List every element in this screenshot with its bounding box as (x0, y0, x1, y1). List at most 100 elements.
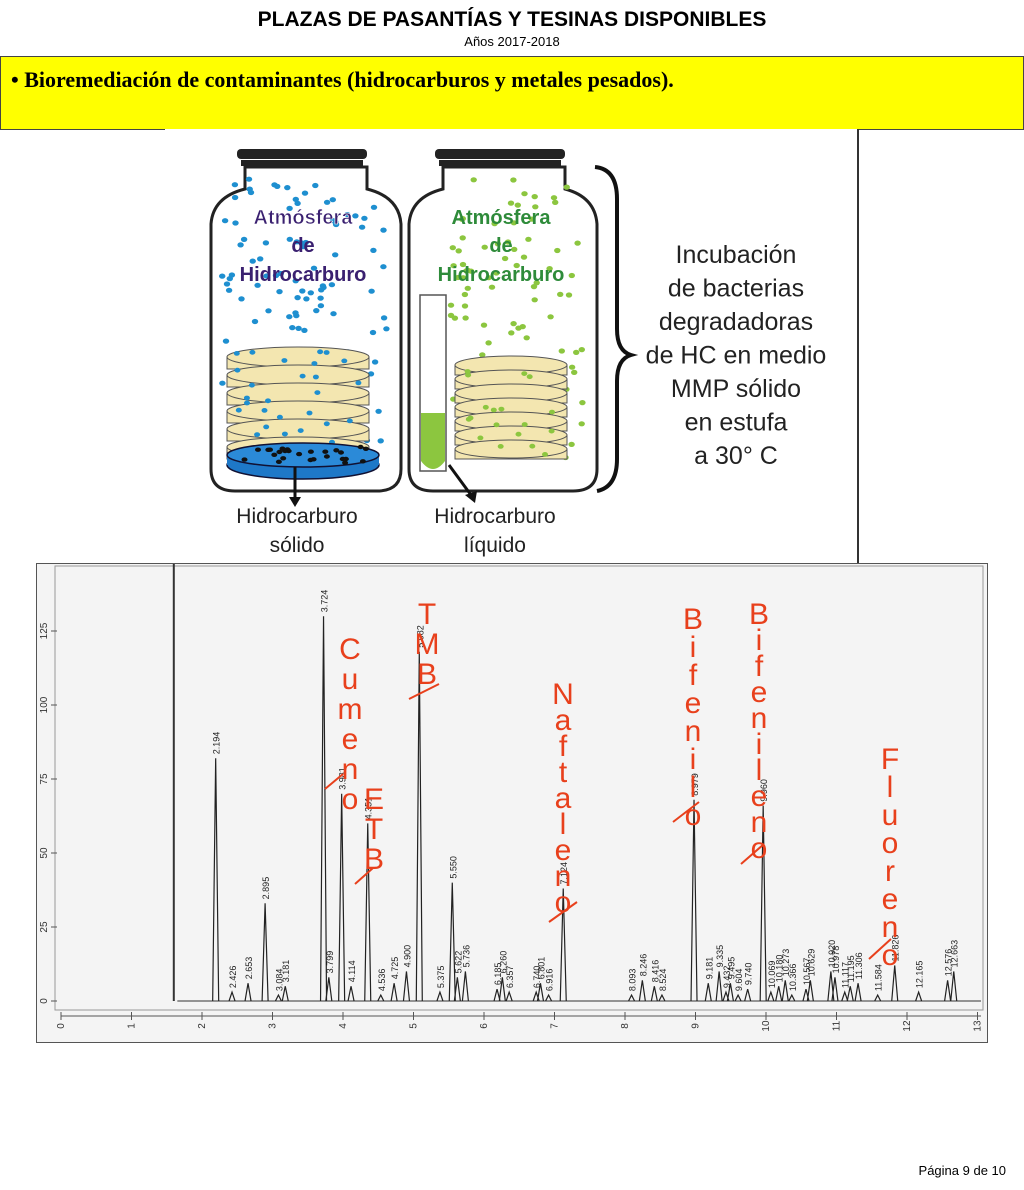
hydrocarbon-dot (533, 280, 540, 286)
hydrocarbon-dot (531, 194, 538, 200)
particle (362, 446, 369, 451)
hydrocarbon-dot (332, 252, 339, 258)
hydrocarbon-dot (297, 428, 304, 433)
annotation-letter: e (685, 687, 702, 720)
annotation-letter: u (882, 799, 899, 832)
hydrocarbon-dot (370, 204, 378, 210)
hydrocarbon-dot (523, 335, 530, 341)
peak (244, 983, 252, 1002)
peak-label: 3.084 (274, 969, 284, 992)
peak-label: 4.351 (364, 797, 374, 820)
particle (307, 457, 314, 463)
annotation-leader (868, 938, 892, 960)
hydrocarbon-dot (225, 287, 233, 293)
peak (759, 805, 767, 1002)
hydrocarbon-dot (565, 292, 573, 298)
hydrocarbon-dot (323, 350, 330, 355)
hydrocarbon-dot (465, 372, 472, 378)
x-tick-label: 2 (197, 1023, 208, 1029)
peak (545, 993, 553, 1002)
peak-label: 9.960 (759, 779, 769, 802)
caption-right-2: líquido (464, 534, 526, 557)
peak-label: 11.306 (854, 952, 864, 979)
chromatogram: 0 25 50 75 100 125 0 1 2 3 4 5 6 7 8 9 10 11 12 13 2.194 2.42… (36, 563, 988, 1043)
peak (767, 990, 775, 1002)
curly-brace (594, 165, 639, 493)
hydrocarbon-dot (460, 275, 467, 281)
hydrocarbon-dot (328, 282, 336, 288)
particle (271, 452, 278, 457)
hydrocarbon-dot (552, 199, 559, 205)
hydrocarbon-dot (547, 314, 554, 320)
hydrocarbon-dot (289, 325, 296, 331)
description-line: de HC en medio (646, 342, 827, 370)
hydrocarbon-dot (510, 177, 517, 183)
hydrocarbon-dot (286, 236, 293, 242)
annotation-letter: l (756, 754, 763, 787)
hydrocarbon-dot (346, 418, 353, 424)
peak-label: 9.335 (715, 945, 725, 968)
bullet: • (11, 67, 19, 92)
hydrocarbon-dot (330, 311, 337, 317)
hydrocarbon-dot (479, 352, 486, 358)
particle (279, 446, 286, 451)
hydrocarbon-dot (303, 296, 310, 302)
hydrocarbon-dot (465, 416, 472, 422)
hydrocarbon-dot (276, 289, 283, 295)
hydrocarbon-dot (263, 273, 270, 279)
x-tick-label: 4 (338, 1023, 349, 1029)
annotation-leader (324, 773, 344, 790)
hydrocarbon-dot (380, 315, 388, 321)
incubation-illustration: Atmósfera de Hidrocarburo Atmósfera de H… (209, 149, 827, 557)
annotation-letter: T (365, 813, 383, 846)
peak (831, 977, 839, 1002)
hydrocarbon-dot (467, 268, 475, 274)
annotation-letter: E (364, 783, 384, 816)
hydrocarbon-dot (274, 183, 281, 189)
hydrocarbon-dot (294, 200, 301, 206)
hydrocarbon-dot (240, 236, 248, 242)
hydrocarbon-dot (235, 407, 242, 413)
hydrocarbon-dot (265, 398, 271, 404)
peak-label: 11.826 (891, 935, 901, 962)
jar-solid: Atmósfera de Hidrocarburo (209, 149, 403, 507)
particle (275, 459, 282, 464)
peak-label: 3.799 (325, 951, 335, 974)
hydrocarbon-dot (462, 315, 469, 321)
hydrocarbon-dot (568, 441, 575, 447)
liquid-hydrocarbon (421, 413, 445, 469)
peak-label: 10.920 (827, 940, 837, 968)
annotation-leader (548, 901, 578, 923)
peak-label: 8.416 (650, 960, 660, 983)
hydrocarbon-dot (249, 258, 256, 264)
hydrocarbon-dot (219, 380, 226, 386)
topic-label: Bioremediación de contaminantes (hidroca… (24, 67, 674, 92)
hydrocarbon-dot (297, 240, 305, 246)
peak (781, 980, 789, 1002)
hydrocarbon-dot (449, 245, 456, 251)
peak-label: 7.124 (559, 862, 569, 885)
hydrocarbon-dot (302, 239, 309, 246)
annotation-letter: o (685, 799, 702, 832)
topic-banner: • Bioremediación de contaminantes (hidro… (0, 56, 1024, 130)
x-tick-label: 8 (620, 1023, 631, 1029)
hydrocarbon-dot (578, 421, 585, 427)
peak-label: 6.740 (532, 966, 542, 989)
peak (347, 986, 355, 1002)
petri-dish (226, 364, 370, 386)
hydrocarbon-dot (251, 318, 259, 325)
hydrocarbon-dot (272, 272, 280, 279)
hydrocarbon-dot (248, 382, 255, 388)
hydrocarbon-dot (525, 236, 532, 242)
peak-label: 3.981 (338, 767, 348, 790)
peak-label: 10.180 (775, 955, 785, 983)
annotation-letter: i (756, 728, 763, 761)
hydrocarbon-dot (455, 248, 462, 254)
peak-label: 10.069 (767, 961, 777, 989)
annotation-letter: u (342, 663, 359, 696)
jar-lid (435, 149, 565, 159)
jar-liquid: Atmósfera de Hidrocarburo (407, 149, 599, 503)
hydrocarbon-dot (454, 274, 462, 281)
peak-label: 9.604 (734, 969, 744, 992)
